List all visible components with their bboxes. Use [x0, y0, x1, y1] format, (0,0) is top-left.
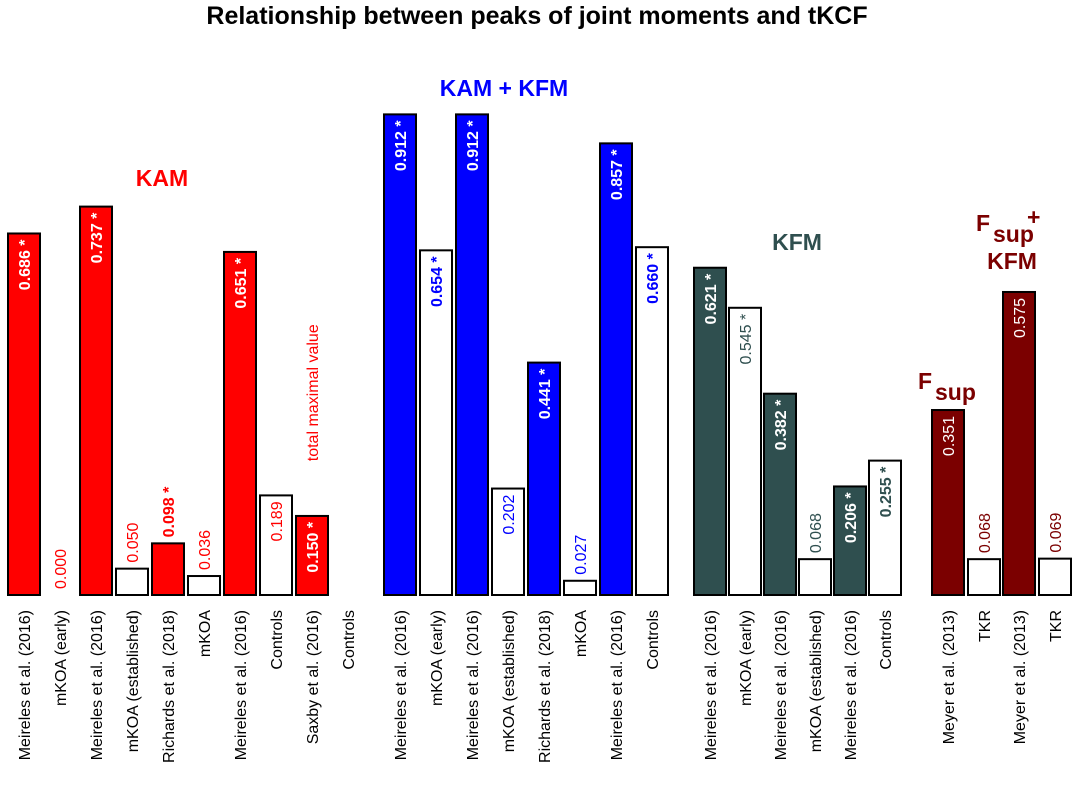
- group-label-fsup-kfm-line2: KFM: [987, 248, 1037, 274]
- category-label: mKOA (established): [125, 610, 142, 752]
- category-label: Richards et al. (2018): [537, 610, 554, 763]
- group-label-kfm: KFM: [772, 229, 822, 255]
- category-label: Meireles et al. (2016): [465, 610, 482, 760]
- category-label: mKOA (established): [501, 610, 518, 752]
- bar: [868, 459, 902, 596]
- value-label: 0.255 *: [878, 466, 895, 517]
- category-label: Meireles et al. (2016): [703, 610, 720, 760]
- category-label: Controls: [341, 610, 358, 670]
- group-label-kam: KAM: [136, 165, 188, 191]
- group-label-fsup-kfm-sub: sup: [993, 221, 1034, 247]
- value-label: 0.654 *: [429, 256, 446, 307]
- category-label: TKR: [977, 610, 994, 642]
- bar: [187, 575, 221, 597]
- value-label: 0.050: [125, 523, 142, 563]
- bar: [527, 361, 561, 596]
- value-label: 0.686 *: [17, 239, 34, 290]
- bar: [693, 266, 727, 596]
- category-label: Meireles et al. (2016): [233, 610, 250, 760]
- value-label: 0.069: [1048, 512, 1065, 552]
- value-label: 0.068: [977, 513, 994, 553]
- chart-title: Relationship between peaks of joint mome…: [206, 2, 867, 30]
- bar: [455, 113, 489, 596]
- bar: [763, 392, 797, 596]
- category-label: Meireles et al. (2016): [609, 610, 626, 760]
- value-label: 0.098 *: [161, 486, 178, 537]
- bar: [223, 250, 257, 596]
- category-label: Controls: [269, 610, 286, 670]
- value-label: 0.575: [1012, 298, 1029, 338]
- value-label: 0.441 *: [537, 368, 554, 419]
- category-label: mKOA (established): [808, 610, 825, 752]
- bar: [967, 558, 1001, 596]
- category-label: Meireles et al. (2016): [89, 610, 106, 760]
- category-label: mKOA: [197, 610, 214, 657]
- value-label: 0.382 *: [773, 399, 790, 450]
- bar: [931, 409, 965, 597]
- category-label: Meireles et al. (2016): [393, 610, 410, 760]
- group-label-fsup-sub: sup: [935, 379, 976, 405]
- category-label: Richards et al. (2018): [161, 610, 178, 763]
- group-label-fsup-main: F: [918, 368, 932, 394]
- bar: [728, 306, 762, 596]
- bars-layer: Meireles et al. (2016) 0.686 * mKOA (early…: [7, 113, 1072, 763]
- value-label: 0.027: [573, 535, 590, 575]
- category-label: Meyer et al. (2013): [1012, 610, 1029, 744]
- value-label: 0.651 *: [233, 257, 250, 308]
- value-label: 0.660 *: [645, 252, 662, 303]
- category-label: TKR: [1048, 610, 1065, 642]
- category-label: Controls: [645, 610, 662, 670]
- bar: [599, 142, 633, 596]
- category-label: Meyer et al. (2013): [941, 610, 958, 744]
- value-label: 0.202: [501, 494, 518, 534]
- category-label: Meireles et al. (2016): [17, 610, 34, 760]
- bar: [798, 558, 832, 596]
- bar: [1038, 557, 1072, 597]
- value-label: 0.150 *: [305, 521, 322, 572]
- category-label: Saxby et al. (2016): [305, 610, 322, 744]
- group-label-fsup-kfm-main: F: [976, 210, 990, 236]
- value-label: 0.068: [808, 513, 825, 553]
- group-label-fsup-kfm: F sup + KFM: [976, 204, 1040, 274]
- bar: [259, 494, 293, 596]
- bar: [491, 487, 525, 596]
- category-label: mKOA (early): [53, 610, 70, 706]
- category-label: Controls: [878, 610, 895, 670]
- value-label: 0.351: [941, 416, 958, 456]
- value-label: 0.036: [197, 530, 214, 570]
- bar: [115, 567, 149, 597]
- value-label: 0.912 *: [393, 120, 410, 171]
- bar: [295, 514, 329, 597]
- bar: [563, 579, 597, 596]
- value-label: 0.545 *: [738, 314, 755, 365]
- bar: [419, 249, 453, 596]
- value-label: 0.189: [269, 501, 286, 541]
- bar: [79, 205, 113, 596]
- bar: [635, 246, 669, 596]
- value-label: 0.912 *: [465, 120, 482, 171]
- value-label: 0.206 *: [843, 492, 860, 543]
- bar: [7, 232, 41, 596]
- value-label: 0.857 *: [609, 149, 626, 200]
- value-label: 0.000: [53, 549, 70, 589]
- category-label: mKOA (early): [738, 610, 755, 706]
- category-label: mKOA (early): [429, 610, 446, 706]
- bar: [833, 485, 867, 596]
- value-label: 0.621 *: [703, 273, 720, 324]
- group-label-fsup-kfm-plus: +: [1027, 204, 1040, 230]
- annotation-label: total maximal value: [305, 324, 322, 461]
- bar: [151, 542, 185, 597]
- category-label: Meireles et al. (2016): [773, 610, 790, 760]
- value-label: 0.737 *: [89, 212, 106, 263]
- bar: [1002, 290, 1036, 596]
- group-label-fsup: F sup: [918, 368, 976, 405]
- category-label: Meireles et al. (2016): [843, 610, 860, 760]
- category-label: mKOA: [573, 610, 590, 657]
- group-label-kam-kfm: KAM + KFM: [440, 75, 568, 101]
- bar: [383, 113, 417, 596]
